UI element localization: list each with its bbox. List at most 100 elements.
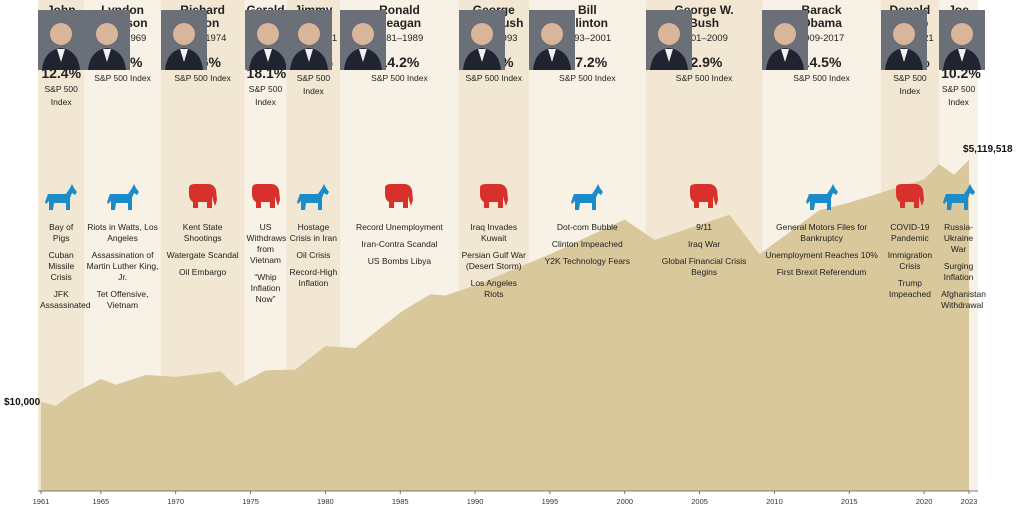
events: Russia-Ukraine War Surging Inflation Afgha… (941, 222, 986, 317)
name-line: Clinton (566, 16, 608, 30)
event: Record-High Inflation (289, 267, 338, 288)
event: Cuban Missile Crisis (48, 250, 75, 282)
events: Dot-com Bubble Clinton Impeached Y2K Techn… (531, 222, 644, 273)
portrait-shirt (179, 49, 188, 62)
event: Iraq War (687, 239, 721, 249)
name-line: Ronald (379, 3, 420, 17)
event: First Brexit Referendum (776, 267, 867, 277)
event: US Bombs Libya (367, 256, 432, 266)
x-tick-label: 1970 (167, 497, 184, 506)
event: Tet Offensive, Vietnam (96, 289, 149, 310)
portrait-shirt (899, 49, 908, 62)
party-icon (459, 184, 529, 217)
elephant (479, 184, 508, 208)
event: Oil Crisis (296, 250, 331, 260)
donkey (571, 184, 604, 210)
party-icon-graphic (45, 184, 78, 210)
party-icon-graphic (106, 184, 139, 210)
party-icon-graphic (805, 184, 838, 210)
x-tick-label: 1961 (33, 497, 50, 506)
donkey (297, 184, 330, 210)
index-label: S&P 500 Index (893, 73, 927, 96)
return: 14.2% (379, 54, 420, 70)
party-icon-graphic (479, 184, 508, 208)
portrait-shirt (547, 49, 556, 62)
event: Iraq Invades Kuwait (470, 222, 518, 243)
portrait-face (256, 23, 279, 45)
president-column: George W. Bush 2001–2009 -2.9% S&P 500 Index… (645, 0, 763, 277)
return: 17.2% (567, 54, 608, 70)
elephant (385, 184, 414, 208)
portrait (340, 10, 387, 70)
event: JFK Assassinated (40, 289, 91, 310)
portrait-shirt (359, 49, 368, 62)
event: Persian Gulf War (Desert Storm) (461, 250, 526, 271)
growth-area (40, 159, 970, 492)
events: Hostage Crisis in Iran Oil Crisis Record-H… (288, 222, 338, 295)
term-years: 2001–2009 (680, 33, 728, 44)
portrait-face (470, 23, 493, 45)
event: Kent State Shootings (182, 222, 223, 243)
value-label: $10,000 (4, 397, 41, 408)
event: Global Financial Crisis Begins (661, 256, 747, 277)
index-label: S&P 500 Index (44, 84, 78, 107)
portrait-face (774, 23, 797, 45)
president-name: Barack Obama (764, 4, 878, 30)
x-tick-label: 2010 (766, 497, 783, 506)
party-icon-graphic (251, 184, 280, 208)
term-years: 2009-2017 (798, 33, 845, 44)
party-icon-graphic (895, 184, 924, 208)
events: Record Unemployment Iran-Contra Scandal US… (342, 222, 456, 273)
term-years: 1981–1989 (375, 33, 424, 44)
event: Clinton Impeached (551, 239, 623, 249)
president-column: RichardNixon1969–1974-1.6%S&P 500 IndexK… (160, 0, 245, 277)
index-label: S&P 500 Index (174, 73, 231, 83)
party-icon (38, 184, 84, 217)
portrait (762, 10, 809, 70)
event: Dot-com Bubble (556, 222, 618, 232)
event: 9/11 (696, 222, 713, 232)
portrait (244, 10, 291, 70)
party-icon-graphic (297, 184, 330, 210)
index-label: S&P 500 Index (248, 84, 283, 107)
party-icon (161, 184, 245, 217)
index-label: S&P 500 Index (793, 73, 850, 83)
x-tick-label: 1965 (93, 497, 110, 506)
portrait-shirt (781, 49, 790, 62)
party-icon-graphic (571, 184, 604, 210)
elephant (251, 184, 280, 208)
x-tick-label: 1980 (317, 497, 334, 506)
x-tick-label: 1985 (392, 497, 409, 506)
party-icon (286, 184, 340, 217)
portrait-face (96, 23, 119, 45)
index-label: S&P 500 Index (371, 73, 428, 83)
president-name: Ronald Reagan (342, 4, 456, 30)
event: Russia-Ukraine War (943, 222, 974, 254)
event: “Whip Inflation Now” (250, 272, 281, 304)
party-icon (529, 184, 646, 217)
party-icon (646, 184, 763, 217)
event: Oil Embargo (179, 267, 227, 277)
event: Hostage Crisis in Iran (289, 222, 338, 243)
portrait-face (352, 23, 375, 45)
party-icon (340, 184, 458, 217)
portrait-face (892, 23, 915, 45)
portrait (458, 10, 505, 70)
x-tick-label: 2020 (916, 497, 933, 506)
event: General Motors Files for Bankruptcy (775, 222, 868, 243)
president-column: Barack Obama 2009-2017 14.5% S&P 500 Index Ge… (762, 0, 880, 277)
event: Iran-Contra Scandal (361, 239, 438, 249)
index-label: S&P 500 Index (675, 73, 733, 83)
portrait (939, 10, 986, 70)
events: Kent State Shootings Watergate Scandal Oil… (163, 222, 243, 284)
index-label: S&P 500 Index (296, 73, 331, 96)
party-icon (245, 184, 287, 217)
donkey (805, 184, 838, 210)
events: Bay of Pigs Cuban Missile Crisis JFK Assas… (40, 222, 91, 317)
portrait-shirt (958, 49, 967, 62)
return: 14.5% (801, 54, 842, 70)
x-tick-label: 1975 (242, 497, 259, 506)
term-years: 1993–2001 (563, 33, 612, 44)
